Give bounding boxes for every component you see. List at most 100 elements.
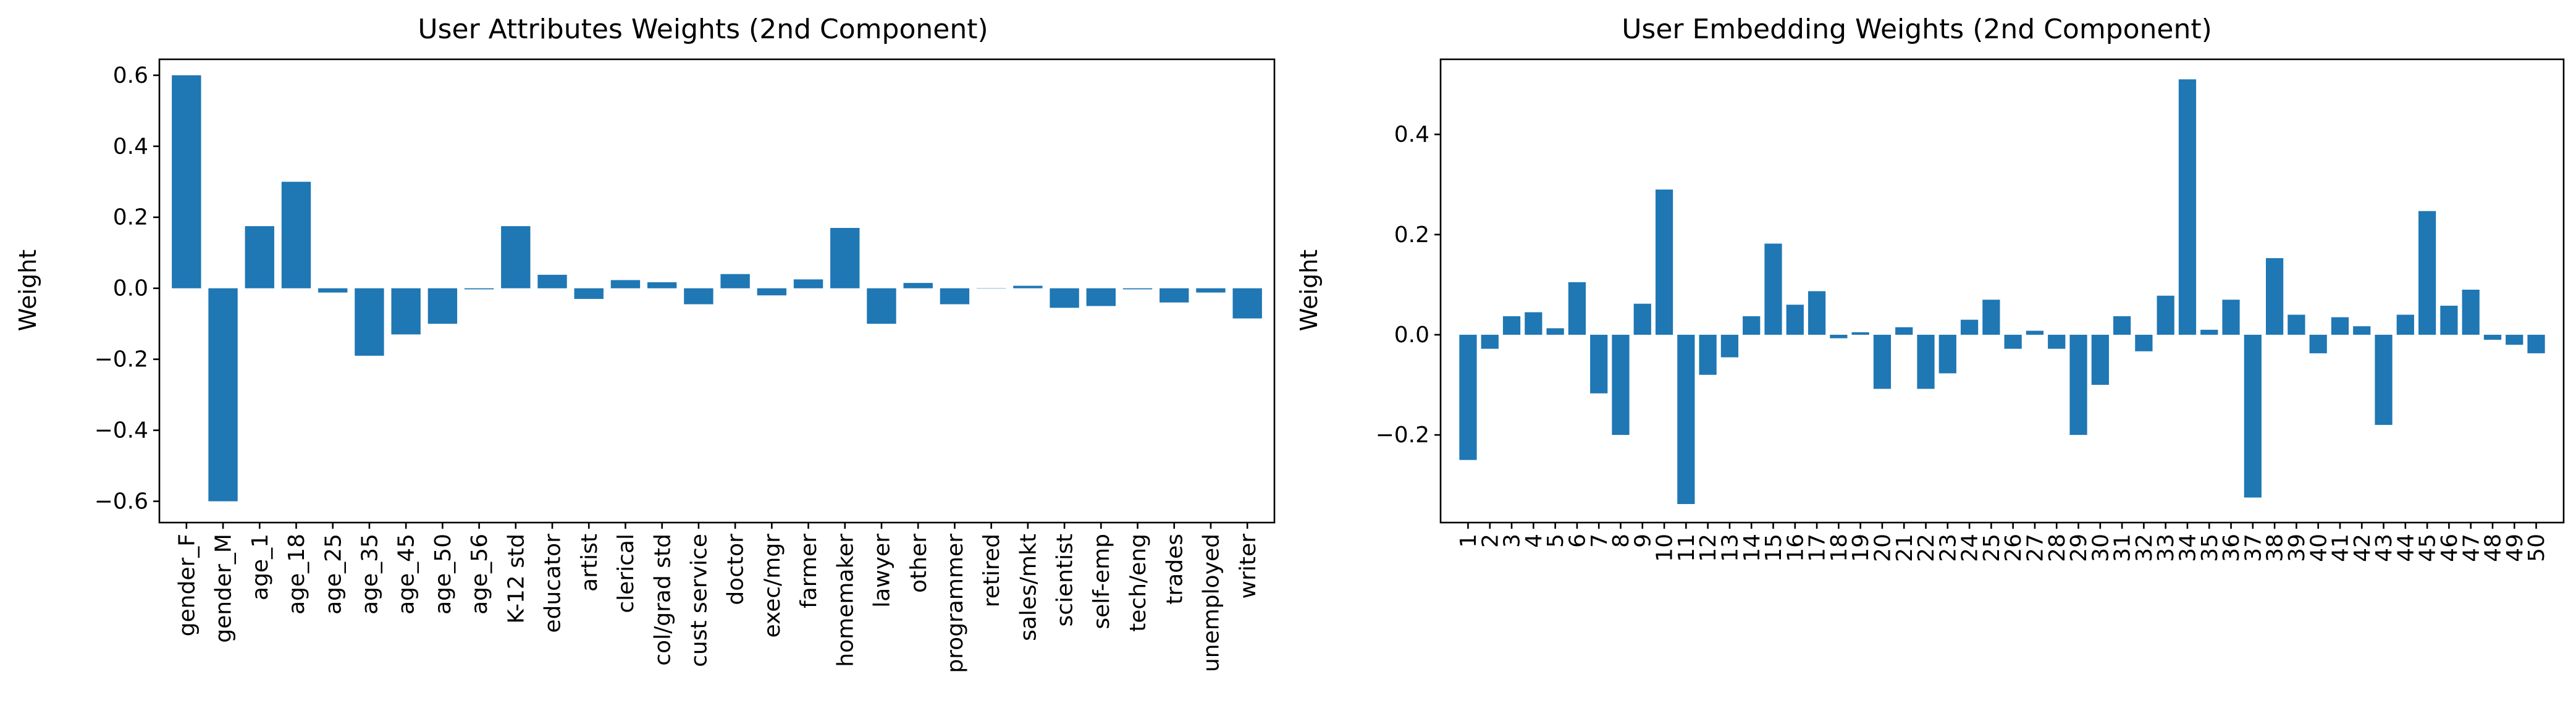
attributes-bar-artist (574, 288, 604, 299)
attributes-bar-writer (1232, 288, 1262, 319)
embedding-bar-23 (1938, 334, 1956, 374)
embedding-bar-48 (2483, 334, 2502, 340)
attributes-x-tick-label: age_35 (358, 534, 383, 615)
embedding-x-tick-label: 49 (2502, 534, 2528, 562)
embedding-x-tick-label: 18 (1827, 534, 1852, 562)
embedding-x-tick-label: 36 (2219, 534, 2244, 562)
embedding-x-tick-label: 19 (1848, 534, 1874, 562)
embedding-x-tick-label: 30 (2088, 534, 2113, 562)
embedding-x-tick-label: 22 (1914, 534, 1939, 562)
attributes-y-tick-label: −0.2 (95, 347, 148, 372)
attributes-x-tick-label: farmer (796, 534, 822, 608)
attributes-bar-trades (1160, 288, 1189, 303)
attributes-bar-gender-f (172, 75, 201, 288)
attributes-x-tick-label: self-emp (1089, 534, 1114, 629)
embedding-bar-16 (1786, 305, 1804, 335)
attributes-bar-k-12-std (501, 226, 531, 288)
embedding-x-tick-label: 13 (1718, 534, 1743, 562)
attributes-x-tick-label: cust service (686, 534, 712, 667)
attributes-bar-age-1 (245, 226, 274, 288)
embedding-bar-13 (1720, 334, 1739, 358)
attributes-bar-age-56 (464, 288, 494, 290)
embedding-bar-31 (2113, 316, 2131, 335)
embedding-x-tick-label: 29 (2066, 534, 2092, 562)
attributes-bar-other (903, 283, 933, 288)
embedding-x-tick-label: 46 (2437, 534, 2462, 562)
embedding-x-tick-label: 45 (2415, 534, 2441, 562)
embedding-bar-24 (1960, 319, 1979, 335)
embedding-bar-7 (1590, 334, 1608, 393)
attributes-x-tick-label: unemployed (1199, 534, 1224, 672)
embedding-x-tick-label: 2 (1478, 534, 1503, 548)
embedding-bar-3 (1502, 316, 1521, 335)
embedding-x-tick-label: 42 (2350, 534, 2375, 562)
embedding-x-tick-label: 23 (1935, 534, 1961, 562)
attributes-y-tick-label: −0.4 (95, 418, 148, 444)
embedding-bar-22 (1917, 334, 1935, 389)
attributes-bar-unemployed (1196, 288, 1226, 293)
attributes-x-tick-label: tech/eng (1126, 534, 1151, 632)
embedding-bar-25 (1982, 300, 2000, 335)
embedding-chart-ylabel: Weight (1295, 250, 1323, 331)
embedding-bar-50 (2527, 334, 2545, 353)
attributes-x-tick-label: exec/mgr (760, 534, 785, 638)
attributes-bar-farmer (793, 279, 823, 288)
attributes-bar-col-grad-std (647, 282, 677, 288)
embedding-x-tick-label: 27 (2023, 534, 2048, 562)
attributes-bar-age-50 (427, 288, 458, 324)
embedding-chart-title: User Embedding Weights (2nd Component) (1622, 14, 2212, 45)
attributes-x-tick-label: retired (979, 534, 1004, 607)
embedding-bar-20 (1873, 334, 1892, 389)
embedding-x-tick-label: 20 (1871, 534, 1896, 562)
embedding-bar-4 (1525, 312, 1543, 335)
embedding-x-tick-label: 35 (2197, 534, 2223, 562)
embedding-bar-8 (1612, 334, 1630, 435)
embedding-bar-37 (2244, 334, 2262, 498)
embedding-x-tick-label: 6 (1565, 534, 1591, 548)
embedding-bar-38 (2265, 258, 2284, 335)
attributes-bar-sales-mkt (1013, 285, 1043, 288)
embedding-bar-21 (1895, 327, 1913, 335)
embedding-bar-30 (2091, 334, 2109, 385)
embedding-bar-45 (2418, 211, 2436, 335)
embedding-x-tick-label: 9 (1630, 534, 1656, 548)
attributes-bar-gender-m (208, 288, 238, 502)
embedding-x-tick-label: 26 (2001, 534, 2026, 562)
embedding-x-tick-label: 28 (2045, 534, 2070, 562)
embedding-bar-32 (2135, 334, 2153, 351)
embedding-bar-36 (2222, 300, 2240, 335)
embedding-x-tick-label: 37 (2241, 534, 2266, 562)
embedding-x-tick-label: 43 (2372, 534, 2397, 562)
embedding-bar-26 (2004, 334, 2022, 349)
embedding-y-tick-label: 0.2 (1394, 222, 1429, 248)
embedding-bar-1 (1459, 334, 1477, 460)
embedding-bar-14 (1743, 316, 1761, 335)
attributes-x-tick-label: homemaker (833, 534, 858, 667)
embedding-bar-35 (2200, 329, 2218, 335)
embedding-x-tick-label: 7 (1587, 534, 1612, 548)
embedding-bar-2 (1481, 334, 1499, 349)
embedding-x-tick-label: 14 (1740, 534, 1765, 562)
embedding-x-tick-label: 3 (1500, 534, 1525, 548)
attributes-bar-age-35 (355, 288, 384, 356)
embedding-axes-frame (1439, 58, 2565, 524)
attributes-y-ticks: −0.6 −0.4 −0.2 0.0 0.2 0.4 0.6 (95, 63, 159, 515)
attributes-bar-programmer (940, 288, 970, 305)
attributes-x-tick-label: educator (541, 534, 566, 633)
embedding-bar-10 (1655, 189, 1673, 335)
attributes-x-tick-label: gender_M (211, 534, 237, 643)
embedding-x-tick-label: 48 (2481, 534, 2506, 562)
embedding-y-tick-label: −0.2 (1376, 423, 1429, 448)
attributes-bar-exec-mgr (757, 288, 787, 296)
embedding-bar-15 (1764, 243, 1782, 335)
embedding-bar-18 (1830, 334, 1848, 338)
embedding-x-tick-label: 44 (2393, 534, 2418, 562)
embedding-bar-46 (2440, 305, 2458, 335)
embedding-bar-19 (1851, 332, 1869, 335)
attributes-bar-doctor (720, 274, 750, 288)
embedding-x-tick-label: 10 (1652, 534, 1678, 562)
attributes-bars (172, 75, 1262, 502)
attributes-x-tick-label: age_56 (467, 534, 492, 615)
embedding-bar-9 (1633, 303, 1651, 335)
